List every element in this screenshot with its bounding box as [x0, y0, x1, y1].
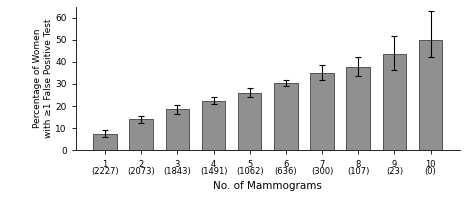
Text: 2: 2: [138, 160, 144, 169]
Text: (23): (23): [386, 167, 403, 176]
Bar: [419, 40, 442, 150]
Text: 5: 5: [247, 160, 252, 169]
Text: (1843): (1843): [164, 167, 191, 176]
Text: 4: 4: [211, 160, 216, 169]
Bar: [238, 93, 262, 150]
Bar: [310, 73, 334, 150]
Text: (1491): (1491): [200, 167, 228, 176]
Text: (1062): (1062): [236, 167, 264, 176]
Text: 1: 1: [102, 160, 108, 169]
Bar: [129, 119, 153, 150]
Text: 8: 8: [356, 160, 361, 169]
Text: 9: 9: [392, 160, 397, 169]
Text: 10: 10: [425, 160, 436, 169]
Text: 6: 6: [283, 160, 289, 169]
Bar: [165, 109, 189, 150]
Bar: [93, 134, 117, 150]
Text: (300): (300): [311, 167, 333, 176]
Text: (2073): (2073): [128, 167, 155, 176]
Text: (636): (636): [274, 167, 297, 176]
Text: (0): (0): [425, 167, 437, 176]
Text: (107): (107): [347, 167, 369, 176]
Y-axis label: Percentage of Women
with ≥1 False Positive Test: Percentage of Women with ≥1 False Positi…: [33, 19, 53, 138]
Text: (2227): (2227): [91, 167, 119, 176]
X-axis label: No. of Mammograms: No. of Mammograms: [213, 181, 322, 191]
Bar: [274, 83, 298, 150]
Bar: [346, 67, 370, 150]
Bar: [383, 54, 406, 150]
Bar: [202, 101, 225, 150]
Text: 3: 3: [175, 160, 180, 169]
Text: 7: 7: [319, 160, 325, 169]
